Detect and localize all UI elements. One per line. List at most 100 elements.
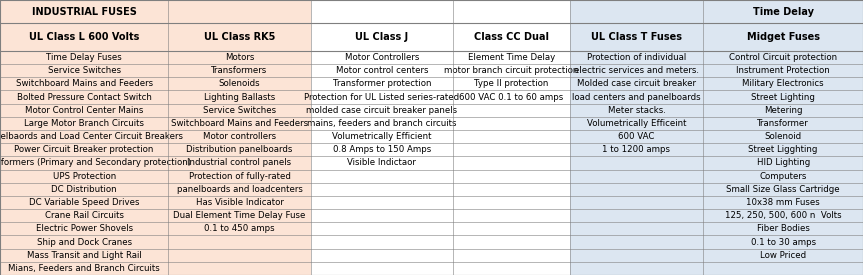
Bar bbox=[311, 104, 453, 117]
Bar bbox=[0, 183, 168, 196]
Text: Meter stacks.: Meter stacks. bbox=[608, 106, 665, 115]
Bar bbox=[311, 64, 453, 77]
Bar bbox=[0, 143, 168, 156]
Text: Large Motor Branch Circuits: Large Motor Branch Circuits bbox=[24, 119, 144, 128]
Text: 125, 250, 500, 600 n  Volts: 125, 250, 500, 600 n Volts bbox=[725, 211, 841, 220]
Bar bbox=[0, 77, 168, 90]
Text: Panelbaords and Load Center Circuit Breakers: Panelbaords and Load Center Circuit Brea… bbox=[0, 132, 183, 141]
Text: Motors: Motors bbox=[224, 53, 255, 62]
Text: electric services and meters.: electric services and meters. bbox=[574, 66, 699, 75]
Text: Bolted Pressure Contact Switch: Bolted Pressure Contact Switch bbox=[16, 92, 152, 101]
Text: Midget Fuses: Midget Fuses bbox=[746, 32, 820, 42]
Text: Switchboard Mains and Feeders: Switchboard Mains and Feeders bbox=[171, 119, 308, 128]
Text: 10x38 mm Fuses: 10x38 mm Fuses bbox=[746, 198, 820, 207]
Bar bbox=[453, 64, 570, 77]
Text: Mians, Feeders and Branch Circuits: Mians, Feeders and Branch Circuits bbox=[9, 264, 160, 273]
Bar bbox=[311, 117, 453, 130]
Text: 600 VAC: 600 VAC bbox=[618, 132, 655, 141]
Text: Power Circuit Breaker protection: Power Circuit Breaker protection bbox=[15, 145, 154, 154]
Bar bbox=[570, 262, 703, 275]
Text: Protection of fully-rated: Protection of fully-rated bbox=[188, 172, 291, 181]
Bar bbox=[311, 143, 453, 156]
Bar bbox=[703, 262, 863, 275]
Bar bbox=[703, 235, 863, 249]
Bar bbox=[168, 90, 311, 104]
Bar bbox=[168, 104, 311, 117]
Bar bbox=[311, 209, 453, 222]
Bar bbox=[570, 64, 703, 77]
Text: Control Circuit protection: Control Circuit protection bbox=[729, 53, 837, 62]
Bar bbox=[311, 249, 453, 262]
Bar bbox=[0, 235, 168, 249]
Bar bbox=[311, 0, 453, 23]
Text: 0.1 to 30 amps: 0.1 to 30 amps bbox=[751, 238, 816, 247]
Bar bbox=[570, 104, 703, 117]
Bar bbox=[453, 183, 570, 196]
Bar bbox=[168, 156, 311, 169]
Text: Metering: Metering bbox=[764, 106, 803, 115]
Bar bbox=[311, 169, 453, 183]
Bar bbox=[453, 222, 570, 235]
Bar bbox=[703, 64, 863, 77]
Text: Type II protection: Type II protection bbox=[474, 79, 549, 88]
Bar bbox=[703, 130, 863, 143]
Bar bbox=[703, 209, 863, 222]
Bar bbox=[703, 77, 863, 90]
Text: 600 VAC 0.1 to 60 amps: 600 VAC 0.1 to 60 amps bbox=[459, 92, 564, 101]
Bar bbox=[0, 196, 168, 209]
Text: Military Electronics: Military Electronics bbox=[742, 79, 824, 88]
Bar bbox=[703, 104, 863, 117]
Bar bbox=[570, 249, 703, 262]
Bar bbox=[570, 23, 703, 51]
Text: Low Priced: Low Priced bbox=[760, 251, 806, 260]
Bar bbox=[311, 90, 453, 104]
Bar bbox=[311, 262, 453, 275]
Text: Mass Transit and Light Rail: Mass Transit and Light Rail bbox=[27, 251, 142, 260]
Text: Motor Control Center Mains: Motor Control Center Mains bbox=[25, 106, 143, 115]
Bar bbox=[570, 169, 703, 183]
Bar bbox=[703, 169, 863, 183]
Bar bbox=[453, 235, 570, 249]
Text: Fiber Bodies: Fiber Bodies bbox=[757, 224, 809, 233]
Text: UL Class T Fuses: UL Class T Fuses bbox=[591, 32, 682, 42]
Text: Electric Power Shovels: Electric Power Shovels bbox=[35, 224, 133, 233]
Text: motor branch circuit protection: motor branch circuit protection bbox=[444, 66, 578, 75]
Bar bbox=[570, 51, 703, 64]
Text: Motor Controllers: Motor Controllers bbox=[344, 53, 419, 62]
Text: Motor controllers: Motor controllers bbox=[203, 132, 276, 141]
Bar bbox=[168, 262, 311, 275]
Text: Transformers: Transformers bbox=[211, 66, 268, 75]
Bar bbox=[311, 196, 453, 209]
Bar bbox=[0, 0, 168, 23]
Text: Small Size Glass Cartridge: Small Size Glass Cartridge bbox=[727, 185, 840, 194]
Bar bbox=[453, 77, 570, 90]
Bar bbox=[168, 196, 311, 209]
Bar bbox=[0, 169, 168, 183]
Bar bbox=[0, 209, 168, 222]
Text: INDUSTRIAL FUSES: INDUSTRIAL FUSES bbox=[32, 7, 136, 17]
Bar bbox=[0, 23, 168, 51]
Text: panelboards and loadcenters: panelboards and loadcenters bbox=[177, 185, 302, 194]
Bar bbox=[570, 209, 703, 222]
Text: DC Variable Speed Drives: DC Variable Speed Drives bbox=[28, 198, 140, 207]
Bar bbox=[168, 209, 311, 222]
Bar bbox=[453, 209, 570, 222]
Text: Volumetrically Efficient: Volumetrically Efficient bbox=[332, 132, 432, 141]
Bar bbox=[570, 156, 703, 169]
Bar bbox=[168, 249, 311, 262]
Text: Motor control centers: Motor control centers bbox=[336, 66, 428, 75]
Text: Element Time Delay: Element Time Delay bbox=[468, 53, 555, 62]
Text: Street Ligghting: Street Ligghting bbox=[748, 145, 818, 154]
Bar bbox=[453, 249, 570, 262]
Bar bbox=[453, 130, 570, 143]
Bar bbox=[453, 104, 570, 117]
Bar bbox=[570, 222, 703, 235]
Bar bbox=[0, 222, 168, 235]
Text: Transformers (Primary and Secondary protection): Transformers (Primary and Secondary prot… bbox=[0, 158, 191, 167]
Bar bbox=[0, 156, 168, 169]
Text: Protection for UL Listed series-rated: Protection for UL Listed series-rated bbox=[305, 92, 459, 101]
Bar bbox=[453, 169, 570, 183]
Text: Protection of individual: Protection of individual bbox=[587, 53, 686, 62]
Text: Switchboard Mains and Feeders: Switchboard Mains and Feeders bbox=[16, 79, 153, 88]
Text: DC Distribution: DC Distribution bbox=[51, 185, 117, 194]
